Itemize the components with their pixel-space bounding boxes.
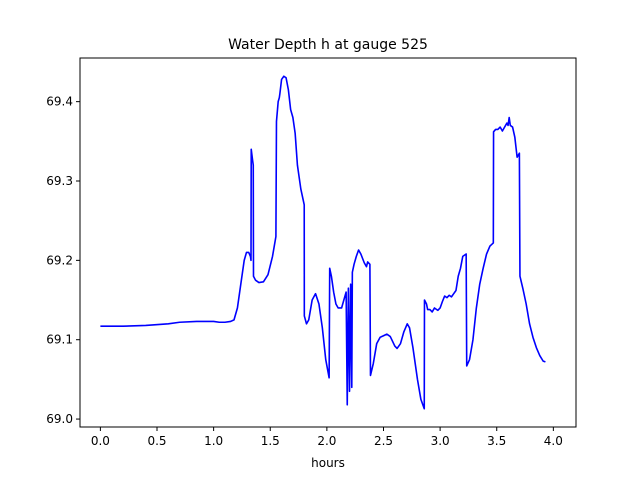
- x-tick-label: 0.0: [91, 434, 110, 448]
- x-axis: 0.0 0.5 1.0 1.5 2.0 2.5 3.0 3.5 4.0: [91, 427, 563, 448]
- series-line-0: [100, 75, 546, 410]
- plot-frame: [79, 57, 577, 428]
- y-tick-label: 69.4: [46, 95, 73, 109]
- x-tick-label: 3.0: [431, 434, 450, 448]
- x-tick-label: 3.5: [487, 434, 506, 448]
- y-tick-label: 69.3: [46, 174, 73, 188]
- y-tick-label: 69.0: [46, 412, 73, 426]
- chart-title: Water Depth h at gauge 525: [228, 37, 428, 53]
- plot-area: [100, 75, 546, 410]
- y-axis: 69.0 69.1 69.2 69.3 69.4: [46, 95, 80, 426]
- y-tick-label: 69.1: [46, 333, 73, 347]
- x-tick-label: 1.5: [261, 434, 280, 448]
- x-tick-label: 1.0: [204, 434, 223, 448]
- x-tick-label: 2.0: [317, 434, 336, 448]
- x-tick-label: 2.5: [374, 434, 393, 448]
- x-tick-label: 4.0: [544, 434, 563, 448]
- y-tick-label: 69.2: [46, 253, 73, 267]
- x-axis-title: hours: [311, 456, 345, 470]
- x-tick-label: 0.5: [147, 434, 166, 448]
